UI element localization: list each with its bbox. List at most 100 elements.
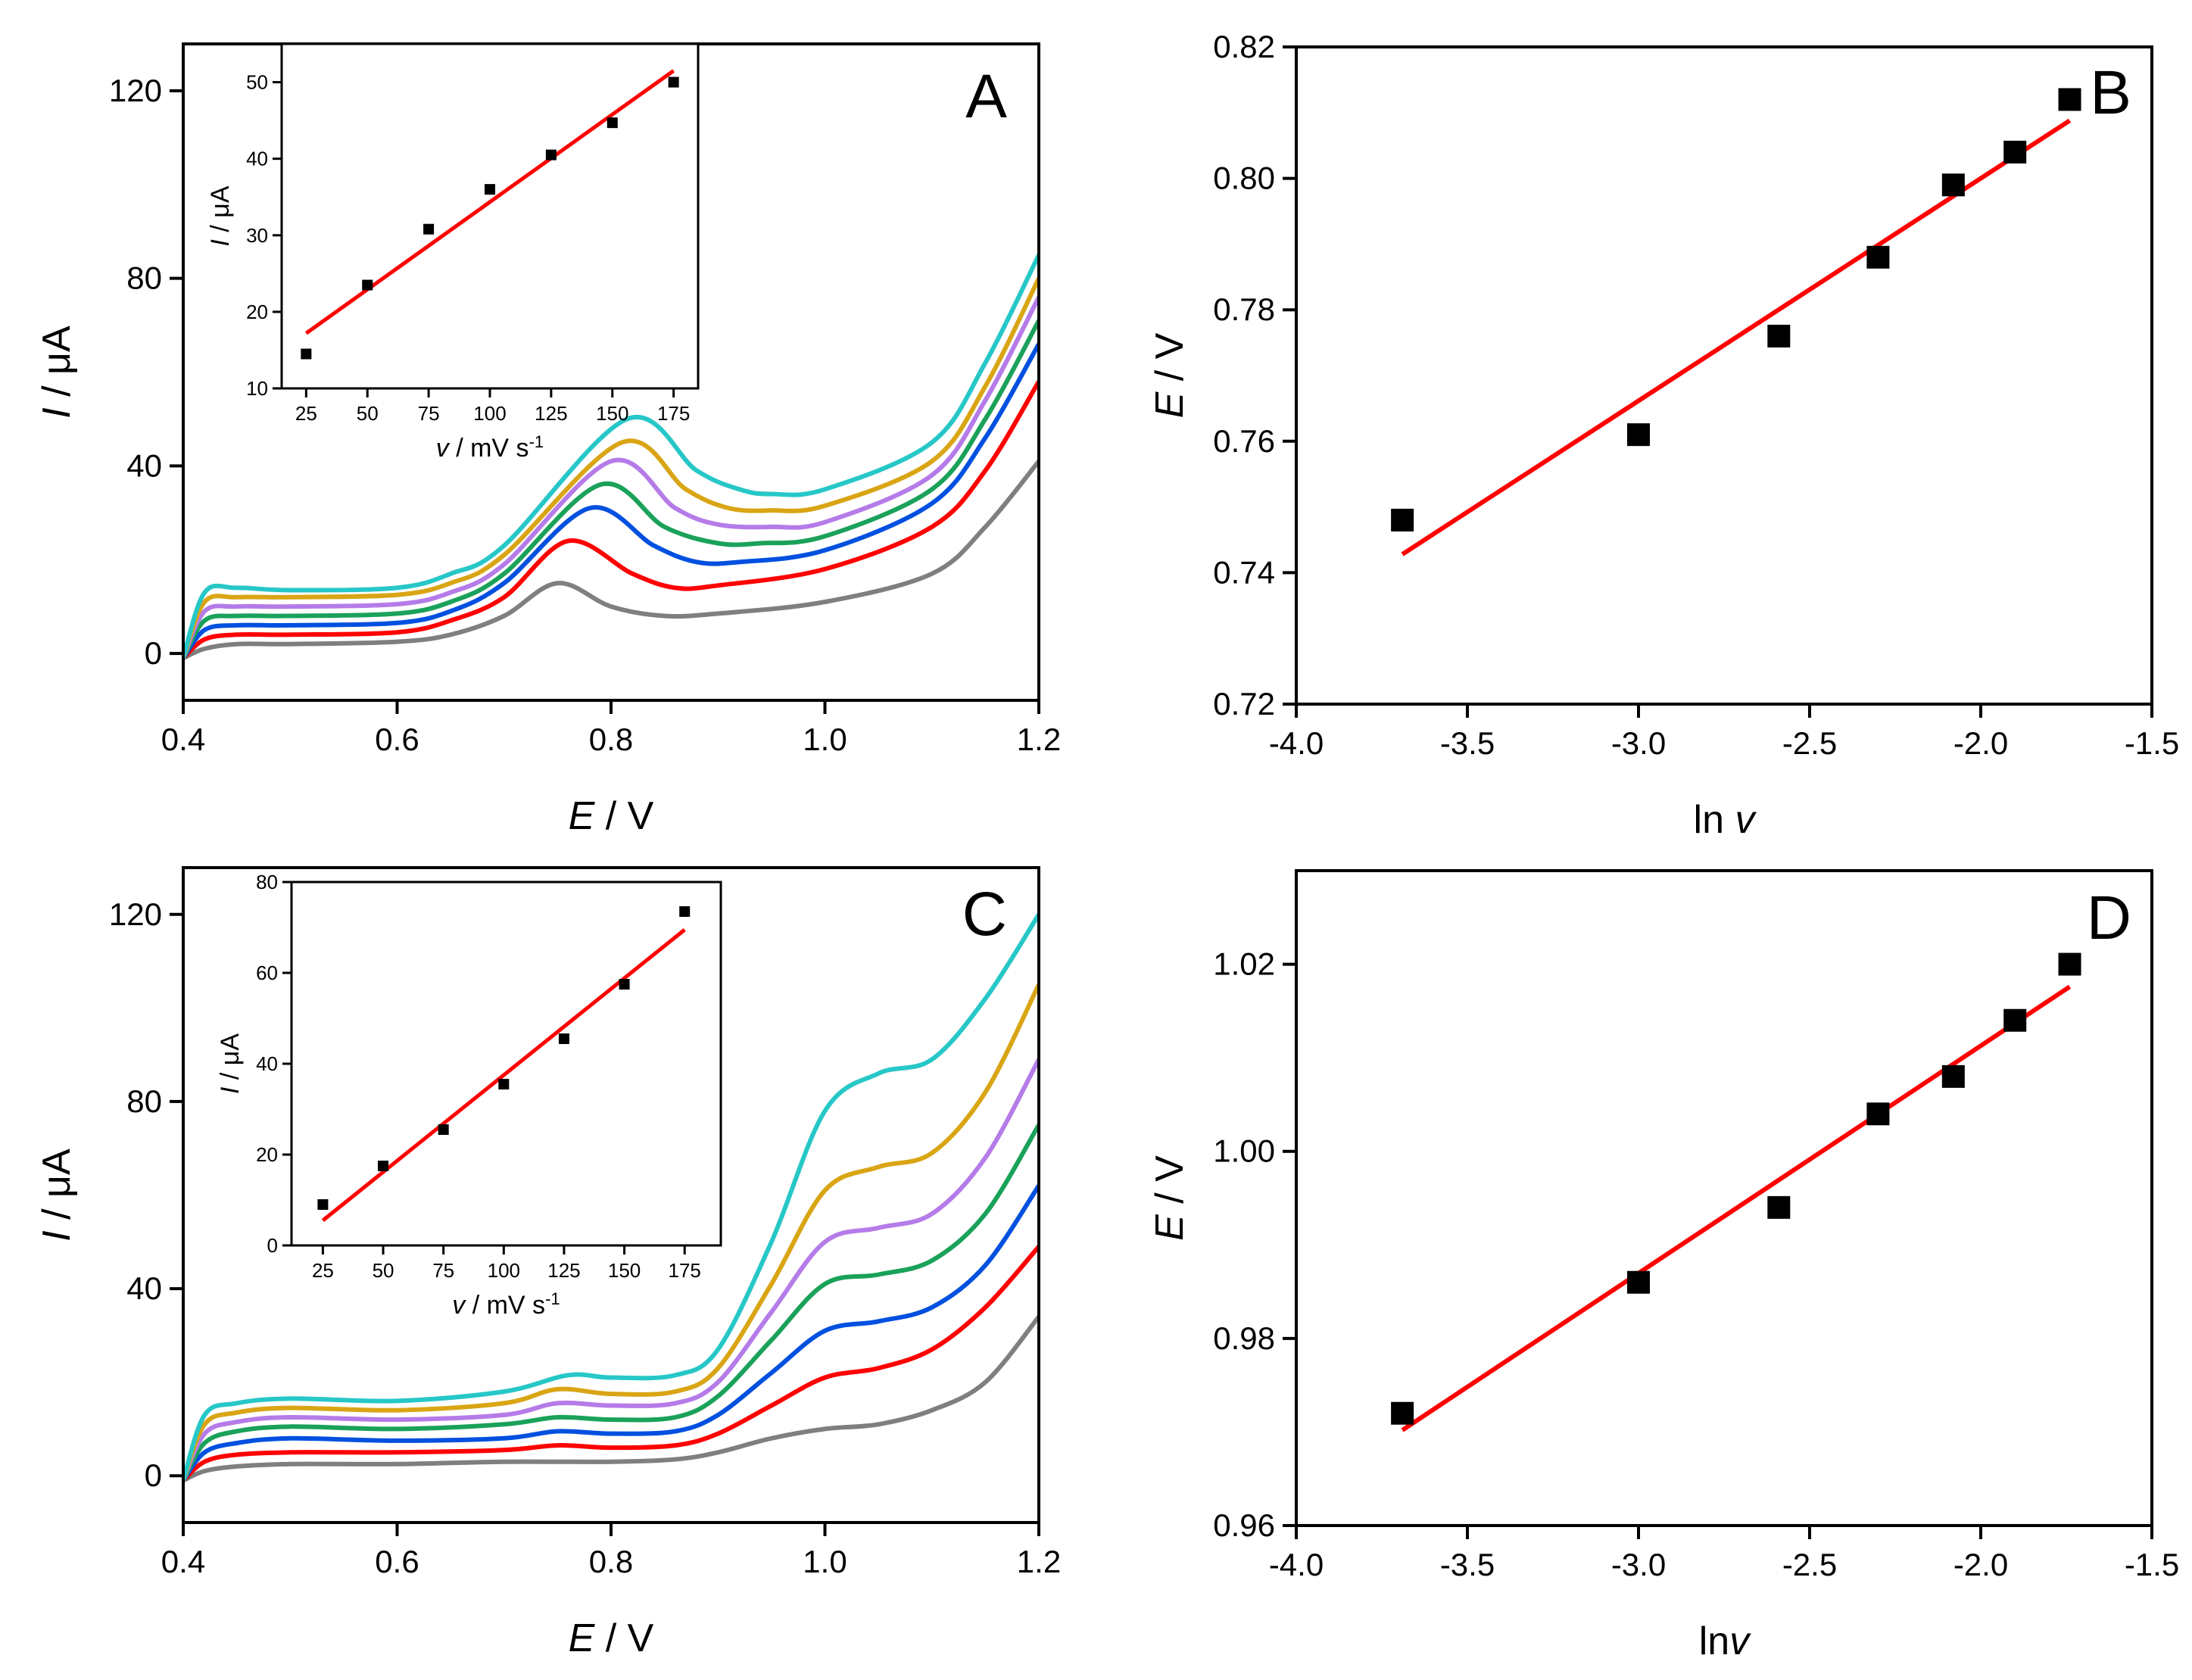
x-tick-label: 0.8 [589,1544,633,1579]
y-tick-label: 0.98 [1213,1320,1275,1356]
x-tick-label: 25 [312,1259,334,1282]
panel-d: -4.0 -3.5 -3.0 -2.5 -2.0 -1.5 0.96 0.98 1.00 1.02… [1148,869,2179,1663]
inset-x-axis-label: v / mV s-1 [452,1289,560,1320]
y-axis-label: I / μA [35,326,79,419]
inset-data-point [679,906,691,917]
x-tick-label: 175 [669,1259,701,1282]
cv-curve-6 [183,277,1039,659]
x-axis-label: E / V [569,1616,654,1660]
inset-x-axis-label-symbol: v [436,434,451,463]
y-tick-label: 40 [246,148,268,170]
data-point [2003,1008,2027,1032]
x-axis-label: E / V [569,794,654,838]
y-tick-label: 0.76 [1213,423,1275,459]
y-tick-label: 0 [267,1234,278,1257]
y-tick-label: 80 [126,260,162,296]
x-axis-label-text: ln [1694,798,1735,842]
y-tick-label: 0.80 [1213,161,1275,196]
inset-x-axis-label-superscript: -1 [529,432,544,451]
inset-x-axis-label-symbol: v [452,1291,466,1320]
x-tick-label: -2.5 [1782,725,1837,761]
x-tick-label: -2.0 [1953,1547,2008,1582]
x-tick-label: 1.0 [803,722,847,757]
data-point [1627,423,1650,447]
x-axis-label-variable: v [1729,1619,1751,1663]
data-point [1391,1401,1414,1425]
y-tick-label: 10 [246,377,268,400]
x-tick-label: 25 [295,402,317,425]
y-tick-label: 40 [126,1270,162,1306]
plot-frame [182,866,1040,1524]
data-point [1627,1270,1650,1294]
y-axis-label: E / V [1148,1155,1192,1241]
fit-line [1401,984,2072,1432]
y-tick-label: 0.72 [1213,686,1275,722]
inset-data-point [362,279,373,291]
data-point [2003,140,2027,164]
x-axis-label-symbol: E [569,1616,596,1660]
y-tick-label: 1.02 [1213,946,1275,982]
inset-data-point [619,979,630,990]
inset-chart: 25 50 75 100 125 150 175 10 20 30 40 50 v / mV s-1 I … [206,42,700,463]
plot-frame [1295,45,2153,706]
x-tick-label: -3.0 [1611,725,1666,761]
panel-letter: C [962,880,1007,949]
inset-data-point [378,1161,389,1171]
y-axis-label-symbol: E [1148,1214,1192,1241]
x-tick-label: 0.4 [161,1544,205,1579]
inset-x-axis-label-superscript: -1 [545,1289,560,1308]
cv-curve-3 [183,342,1039,660]
x-tick-label: 125 [535,402,567,425]
inset-x-axis-label-text: / mV s [465,1291,545,1320]
panel-letter: A [965,62,1007,131]
x-tick-label: 1.2 [1017,1544,1061,1579]
inset-chart: 25 50 75 100 125 150 175 0 20 40 60 80 v / mV s-1 I /… [216,871,722,1320]
x-tick-label: -4.0 [1269,1547,1324,1582]
cv-curve-4 [183,1124,1039,1482]
inset-x-axis-label: v / mV s-1 [436,432,544,463]
data-point [1391,508,1414,531]
y-tick-label: 20 [256,1143,278,1166]
data-point [2058,952,2081,976]
inset-y-axis-label: I / μA [206,185,235,246]
inset-data-point [438,1124,449,1135]
x-axis-label-symbol: E [569,794,596,838]
y-tick-label: 0 [145,1457,162,1493]
y-tick-label: 0.96 [1213,1507,1275,1543]
y-axis-label: I / μA [35,1149,79,1242]
series-group [183,254,1039,661]
x-axis-label-text: / V [594,1616,653,1660]
inset-data-point [423,223,435,235]
x-tick-label: 50 [373,1259,394,1282]
x-tick-label: 50 [357,402,379,425]
x-tick-label: 150 [608,1259,641,1282]
y-axis-label-text: / μA [35,326,79,407]
x-tick-label: -3.0 [1611,1547,1666,1582]
x-tick-label: -3.5 [1440,725,1495,761]
y-tick-label: 0.74 [1213,554,1275,590]
x-axis-label-variable: v [1735,798,1757,842]
x-axis-label-text: ln [1699,1619,1729,1663]
cv-curve-7 [183,913,1039,1482]
y-tick-label: 20 [246,301,268,323]
panel-letter: D [2087,884,2131,952]
inset-y-axis-label-text: / μA [216,1033,245,1087]
inset-y-axis-label-symbol: I [216,1086,245,1094]
x-tick-label: -3.5 [1440,1547,1495,1582]
inset-data-point [485,184,495,195]
cv-curve-2 [183,380,1039,660]
inset-y-axis-label-symbol: I [206,239,235,247]
inset-frame [290,881,722,1247]
x-tick-label: 1.0 [803,1544,847,1579]
data-point [1866,245,1890,269]
data-point [1767,324,1791,348]
y-tick-label: 80 [126,1083,162,1119]
series-group [183,913,1039,1483]
cv-curve-2 [183,1245,1039,1482]
panel-b: -4.0 -3.5 -3.0 -2.5 -2.0 -1.5 0.72 0.74 0.76 0.78… [1148,29,2179,842]
cv-curve-7 [183,254,1039,659]
data-point [1767,1195,1791,1219]
y-tick-label: 0.82 [1213,29,1275,64]
y-tick-label: 30 [246,224,268,247]
